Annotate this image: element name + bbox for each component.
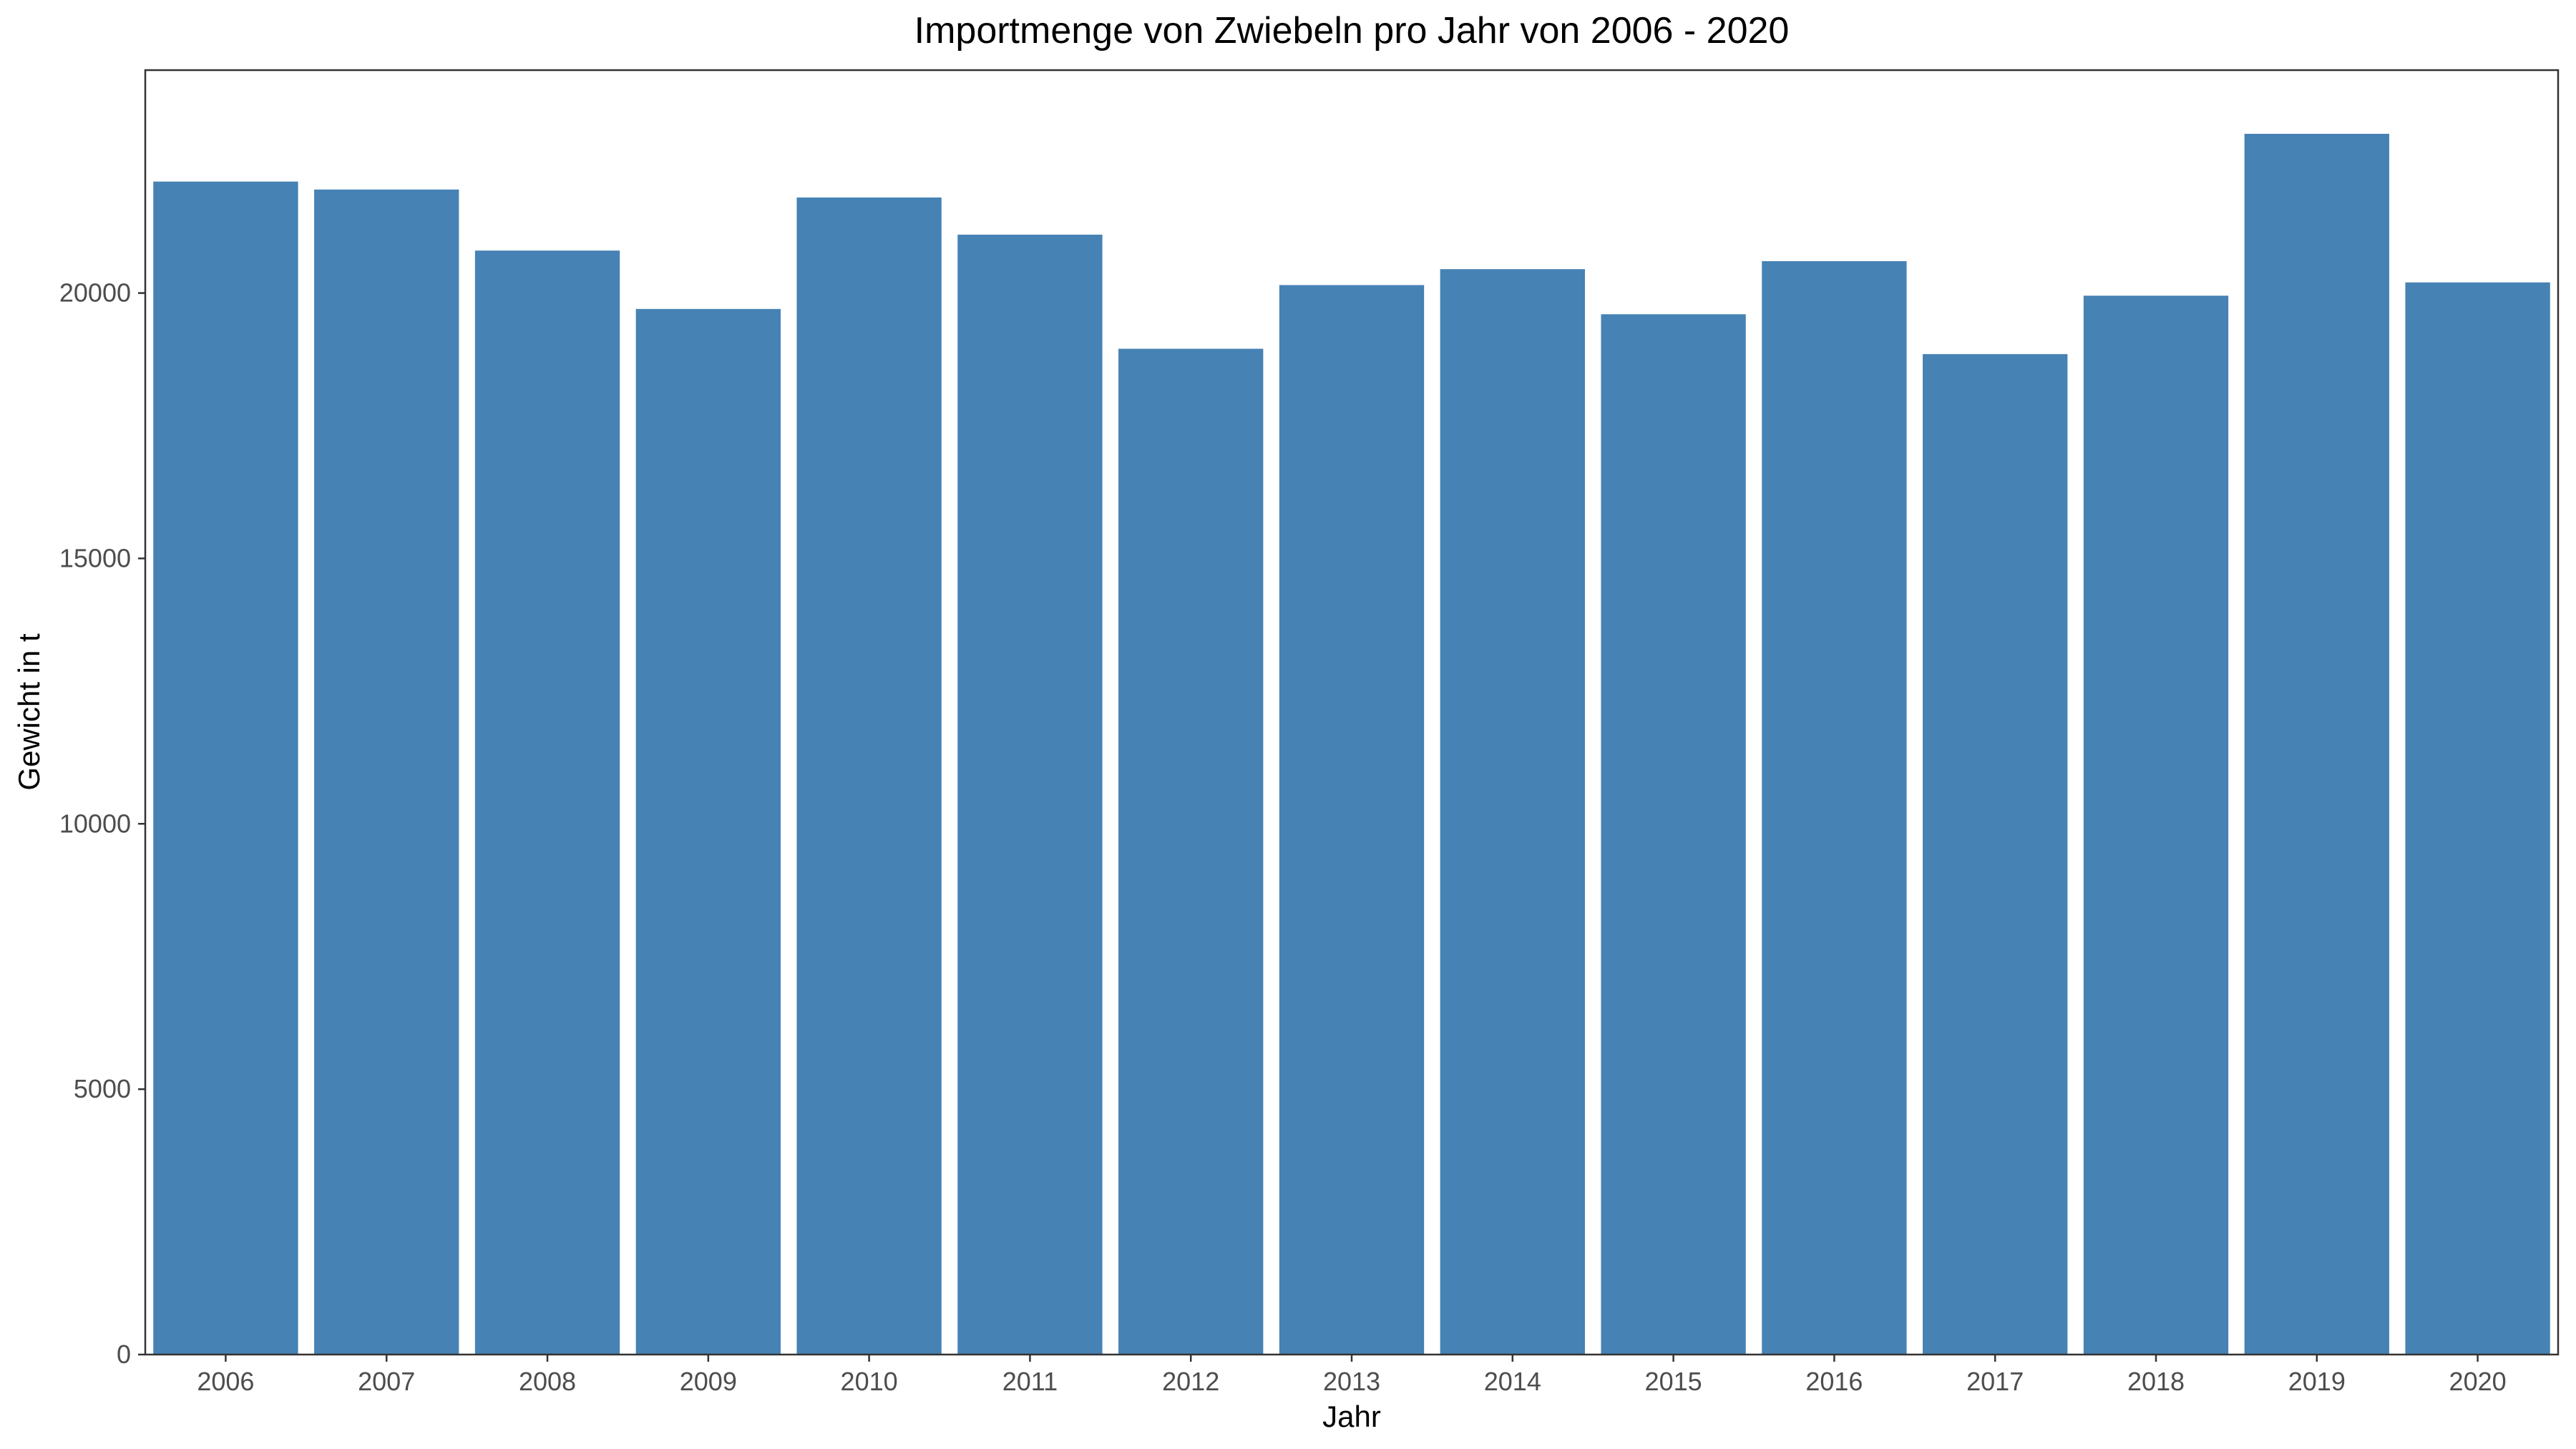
x-tick-label-2020: 2020	[2449, 1367, 2507, 1396]
x-tick-label-2017: 2017	[1966, 1367, 2024, 1396]
y-tick-label: 15000	[59, 543, 131, 572]
bar-2007	[314, 189, 459, 1355]
x-tick-label-2007: 2007	[358, 1367, 415, 1396]
x-tick-label-2006: 2006	[197, 1367, 254, 1396]
bar-2013	[1279, 285, 1425, 1355]
bar-2009	[635, 308, 781, 1355]
x-axis: 2006 2007 2008 2009 2010 2011 2012 2013 2014 2015…	[197, 1355, 2507, 1396]
x-tick-label-2019: 2019	[2288, 1367, 2346, 1396]
bar-2014	[1440, 269, 1585, 1355]
y-tick-label: 10000	[59, 809, 131, 838]
y-tick-label: 20000	[59, 278, 131, 308]
y-tick-label: 5000	[74, 1074, 131, 1103]
x-tick-label-2012: 2012	[1162, 1367, 1219, 1396]
bar-2020	[2405, 282, 2550, 1355]
bar-2019	[2244, 134, 2389, 1355]
bar-2011	[957, 234, 1103, 1355]
y-axis-title: Gewicht in t	[12, 633, 46, 791]
x-tick-label-2015: 2015	[1645, 1367, 1702, 1396]
x-tick-label-2008: 2008	[519, 1367, 576, 1396]
y-axis: 0 5000 10000 15000 20000	[59, 278, 145, 1369]
bar-2006	[153, 181, 298, 1355]
x-tick-label-2010: 2010	[841, 1367, 898, 1396]
x-axis-title: Jahr	[1322, 1400, 1381, 1433]
bar-2018	[2083, 296, 2229, 1355]
bar-2012	[1118, 348, 1264, 1355]
bar-2016	[1762, 261, 1907, 1355]
bar-2010	[796, 197, 942, 1355]
bar-2015	[1601, 314, 1746, 1355]
x-tick-label-2016: 2016	[1805, 1367, 1863, 1396]
x-tick-label-2018: 2018	[2127, 1367, 2185, 1396]
x-tick-label-2011: 2011	[1002, 1367, 1058, 1396]
x-tick-label-2009: 2009	[680, 1367, 737, 1396]
chart-title: Importmenge von Zwiebeln pro Jahr von 20…	[914, 10, 1790, 52]
x-tick-label-2014: 2014	[1484, 1367, 1541, 1396]
bars-group	[153, 134, 2550, 1355]
y-tick-label: 0	[117, 1340, 131, 1369]
bar-2017	[1923, 353, 2068, 1355]
bar-2008	[474, 250, 620, 1355]
x-tick-label-2013: 2013	[1323, 1367, 1380, 1396]
